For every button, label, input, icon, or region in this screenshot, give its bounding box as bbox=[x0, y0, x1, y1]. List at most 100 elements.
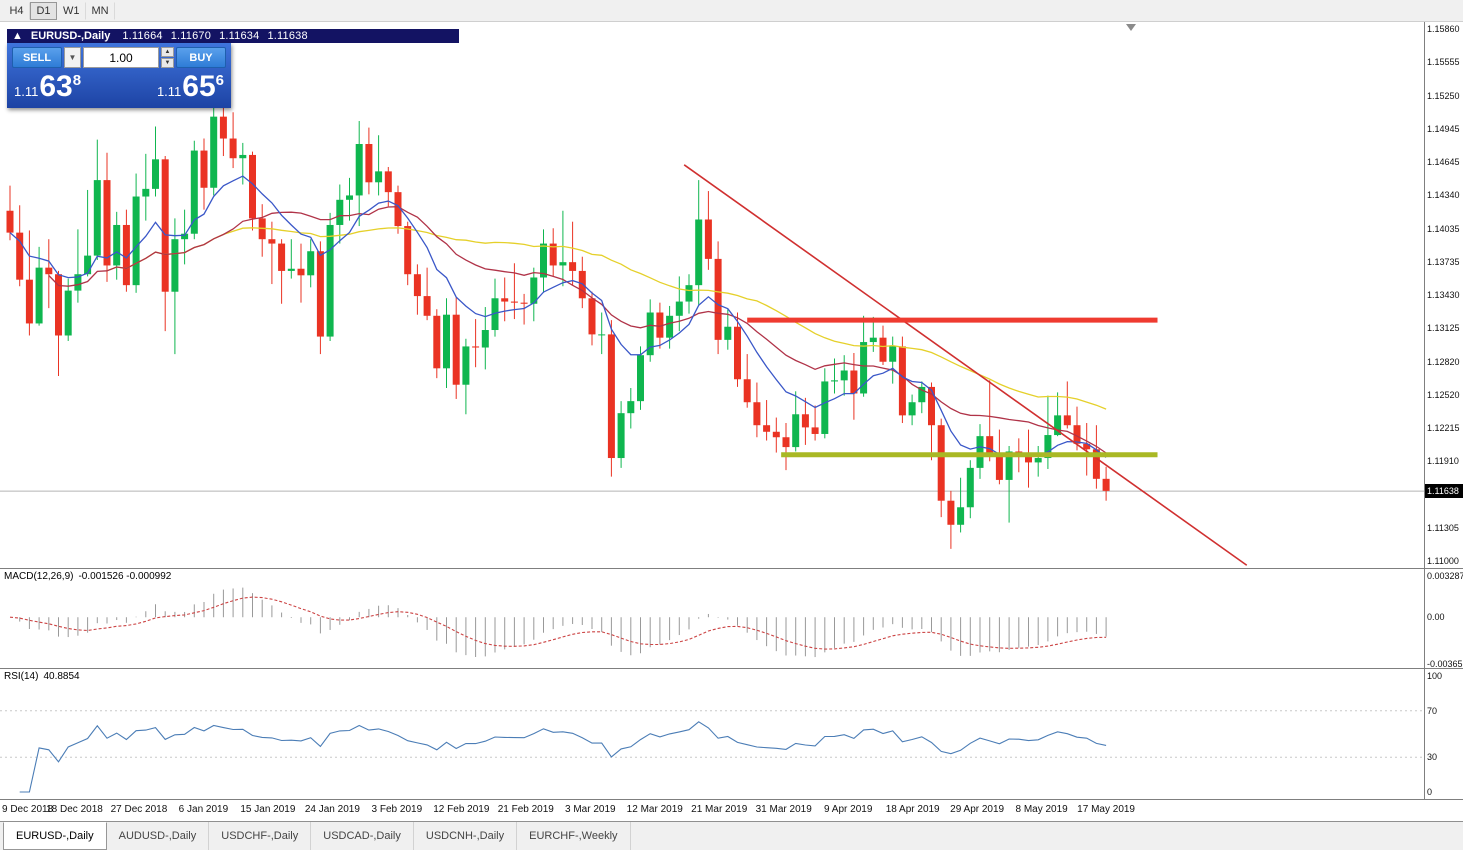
date-axis-label: 21 Feb 2019 bbox=[497, 804, 554, 815]
macd-tick: -0.00365 bbox=[1427, 658, 1463, 668]
collapse-icon[interactable]: ▲ bbox=[12, 30, 23, 42]
price-tick: 1.13430 bbox=[1427, 290, 1460, 300]
price-axis[interactable]: 1.15860 1.15555 1.15250 1.14945 1.14645 1.143… bbox=[1424, 22, 1463, 568]
quote-low: 1.11634 bbox=[219, 30, 260, 42]
sell-price[interactable]: 1.11 63 8 bbox=[14, 72, 81, 102]
buy-price-sup: 6 bbox=[215, 72, 224, 89]
price-tick: 1.14035 bbox=[1427, 223, 1460, 234]
quote-open: 1.11664 bbox=[122, 30, 163, 42]
trade-widget: SELL ▼ ▲ ▼ BUY bbox=[7, 43, 231, 108]
price-tick: 1.15555 bbox=[1427, 57, 1460, 68]
date-axis-label: 21 Mar 2019 bbox=[691, 804, 748, 815]
date-axis-label: 31 Mar 2019 bbox=[755, 804, 812, 815]
date-axis-label: 8 May 2019 bbox=[1015, 804, 1068, 815]
quote-high: 1.11670 bbox=[170, 30, 212, 42]
date-axis-label: 17 May 2019 bbox=[1077, 804, 1136, 815]
macd-chart[interactable]: MACD(12,26,9) -0.001526 -0.000992 bbox=[0, 569, 1424, 668]
candlestick-chart[interactable] bbox=[0, 22, 1424, 568]
tab-eurchf-weekly[interactable]: EURCHF-,Weekly bbox=[517, 822, 631, 850]
macd-tick: 0.00 bbox=[1427, 612, 1445, 623]
date-axis-label: 18 Apr 2019 bbox=[885, 804, 940, 815]
spinner-up-icon[interactable]: ▲ bbox=[161, 47, 174, 57]
timeframe-h4[interactable]: H4 bbox=[3, 1, 30, 20]
sell-button[interactable]: SELL bbox=[12, 47, 62, 68]
rsi-chart[interactable]: RSI(14) 40.8854 bbox=[0, 669, 1424, 799]
price-tick: 1.11305 bbox=[1427, 522, 1459, 533]
timeframe-w1[interactable]: W1 bbox=[57, 1, 86, 20]
macd-tick: 0.003287 bbox=[1427, 570, 1463, 581]
sell-price-prefix: 1.11 bbox=[14, 84, 39, 99]
date-axis-label: 29 Apr 2019 bbox=[950, 804, 1005, 815]
date-axis-label: 15 Jan 2019 bbox=[240, 804, 296, 815]
sell-price-big: 63 bbox=[39, 70, 73, 103]
price-tick: 1.12215 bbox=[1427, 422, 1460, 433]
time-axis[interactable]: 9 Dec 2018 18 Dec 2018 27 Dec 2018 6 Jan 20… bbox=[0, 799, 1463, 821]
tab-usdcad-daily[interactable]: USDCAD-,Daily bbox=[311, 822, 414, 850]
date-axis-label: 18 Dec 2018 bbox=[46, 804, 103, 815]
date-axis-label: 3 Feb 2019 bbox=[371, 804, 423, 815]
quote-close: 1.11638 bbox=[267, 30, 308, 42]
tab-audusd-daily[interactable]: AUDUSD-,Daily bbox=[107, 822, 210, 850]
buy-button[interactable]: BUY bbox=[176, 47, 226, 68]
price-tick: 1.12820 bbox=[1427, 356, 1460, 367]
price-tick: 1.13125 bbox=[1427, 323, 1460, 334]
macd-panel: MACD(12,26,9) -0.001526 -0.000992 0.00328… bbox=[0, 568, 1463, 668]
chart-info-bar[interactable]: ▲ EURUSD-,Daily 1.11664 1.11670 1.11634 … bbox=[7, 29, 459, 43]
tab-usdchf-daily[interactable]: USDCHF-,Daily bbox=[209, 822, 312, 850]
rsi-plot-svg[interactable] bbox=[0, 669, 1424, 799]
timeframe-toolbar: H4 D1 W1 MN bbox=[0, 0, 1463, 22]
chart-area: ▲ EURUSD-,Daily 1.11664 1.11670 1.11634 … bbox=[0, 22, 1463, 821]
tab-eurusd-daily[interactable]: EURUSD-,Daily bbox=[3, 822, 107, 850]
tab-usdcnh-daily[interactable]: USDCNH-,Daily bbox=[414, 822, 518, 850]
date-axis-label: 6 Jan 2019 bbox=[178, 804, 229, 815]
lot-size-input[interactable] bbox=[83, 47, 159, 68]
rsi-value: 40.8854 bbox=[43, 671, 80, 682]
date-axis-label: 9 Dec 2018 bbox=[2, 804, 54, 815]
price-tick: 1.11910 bbox=[1427, 456, 1459, 467]
macd-axis[interactable]: 0.003287 0.00 -0.00365 bbox=[1424, 569, 1463, 668]
price-tick: 1.12520 bbox=[1427, 389, 1460, 400]
chart-shift-marker-icon bbox=[1126, 24, 1136, 31]
date-axis-label: 3 Mar 2019 bbox=[564, 804, 616, 815]
price-tick: 1.11000 bbox=[1427, 555, 1459, 566]
sell-price-sup: 8 bbox=[72, 72, 82, 89]
price-tick: 1.15250 bbox=[1427, 90, 1460, 101]
rsi-panel: RSI(14) 40.8854 100 70 30 0 bbox=[0, 668, 1463, 799]
macd-label: MACD(12,26,9) -0.001526 -0.000992 bbox=[4, 571, 171, 582]
buy-price-prefix: 1.11 bbox=[156, 84, 182, 99]
rsi-label: RSI(14) 40.8854 bbox=[4, 671, 80, 682]
rsi-tick: 0 bbox=[1427, 787, 1433, 798]
date-axis-label: 27 Dec 2018 bbox=[110, 804, 168, 815]
macd-values: -0.001526 -0.000992 bbox=[78, 571, 172, 582]
rsi-tick: 70 bbox=[1427, 705, 1438, 716]
macd-plot-svg[interactable] bbox=[0, 569, 1424, 668]
lot-stepper: ▲ ▼ bbox=[161, 47, 174, 68]
current-price-badge: 1.11638 bbox=[1425, 484, 1463, 499]
rsi-tick: 30 bbox=[1427, 752, 1438, 763]
buy-price[interactable]: 1.11 65 6 bbox=[157, 72, 224, 102]
rsi-name: RSI(14) bbox=[4, 671, 39, 682]
rsi-axis[interactable]: 100 70 30 0 bbox=[1424, 669, 1463, 799]
date-axis-label: 12 Mar 2019 bbox=[626, 804, 683, 815]
price-tick: 1.13735 bbox=[1427, 256, 1460, 267]
chart-symbol-label: EURUSD-,Daily bbox=[30, 30, 111, 42]
lot-options-dropdown[interactable]: ▼ bbox=[64, 47, 81, 68]
dropdown-arrow-icon: ▼ bbox=[68, 53, 77, 62]
spinner-down-icon[interactable]: ▼ bbox=[161, 58, 174, 68]
chart-tab-bar: EURUSD-,Daily AUDUSD-,Daily USDCHF-,Daily U… bbox=[0, 821, 1463, 850]
price-tick: 1.15860 bbox=[1427, 24, 1460, 35]
date-axis-label: 9 Apr 2019 bbox=[824, 804, 873, 815]
price-tick: 1.14945 bbox=[1427, 124, 1460, 135]
price-tick: 1.14340 bbox=[1427, 190, 1460, 201]
one-click-trading-panel: ▲ EURUSD-,Daily 1.11664 1.11670 1.11634 … bbox=[7, 29, 459, 108]
quote-prices: 1.11 63 8 1.11 65 6 bbox=[12, 72, 226, 102]
price-tick: 1.14645 bbox=[1427, 157, 1460, 168]
date-axis-label: 24 Jan 2019 bbox=[304, 804, 360, 815]
date-axis-label: 12 Feb 2019 bbox=[433, 804, 490, 815]
price-chart[interactable]: ▲ EURUSD-,Daily 1.11664 1.11670 1.11634 … bbox=[0, 22, 1424, 568]
timeframe-d1[interactable]: D1 bbox=[30, 1, 57, 20]
rsi-tick: 100 bbox=[1427, 670, 1443, 681]
macd-name: MACD(12,26,9) bbox=[4, 571, 74, 582]
timeframe-mn[interactable]: MN bbox=[86, 1, 115, 20]
